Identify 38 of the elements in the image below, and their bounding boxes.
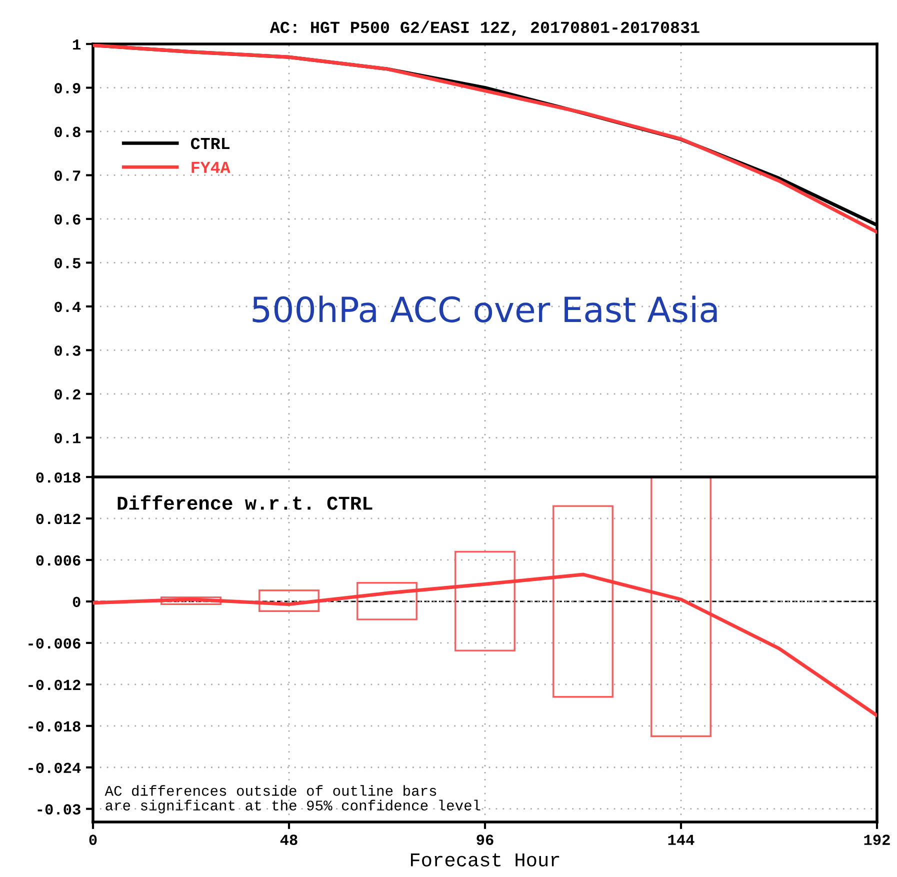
x-tick-label: 96 [476, 834, 494, 846]
y-tick-label: 0.006 [36, 555, 80, 566]
legend-label: FY4A [192, 162, 230, 173]
y-tick-label: -0.006 [28, 638, 80, 649]
y-tick-label: 0.5 [54, 258, 80, 268]
y-tick-label: 0.6 [54, 214, 80, 225]
y-tick-label: 0.012 [36, 514, 80, 524]
x-tick-label: 0 [89, 834, 97, 846]
bar [258, 590, 320, 612]
x-tick-label: 144 [668, 834, 694, 845]
y-tick-label: 1 [73, 39, 81, 50]
bar [552, 505, 614, 698]
y-tick-label: -0.012 [28, 680, 80, 690]
bar [454, 550, 516, 652]
y-tick-label: 0.9 [54, 83, 80, 94]
line-series [93, 572, 877, 718]
annotation: AC differences outside of outline bars are significant at the 95% confidence level [104, 785, 480, 814]
y-tick-label: -0.024 [28, 762, 81, 774]
x-tick-label: 48 [280, 834, 298, 846]
y-tick-label: 0.2 [54, 389, 80, 400]
x-axis-title: Forecast Hour [410, 853, 560, 866]
annotation: Difference w.r.t. CTRL [118, 495, 372, 510]
bar [356, 582, 418, 620]
y-tick-label: 0 [72, 596, 80, 608]
y-tick-label: 0.4 [54, 302, 81, 312]
bar [650, 477, 712, 738]
bar [160, 596, 222, 606]
y-tick-label: -0.03 [38, 804, 80, 815]
y-tick-label: 0.1 [54, 432, 81, 444]
annotation: 500hPa ACC over East Asia [252, 296, 717, 323]
y-tick-label: 0.8 [54, 126, 80, 138]
y-tick-label: 0.3 [54, 345, 80, 356]
legend-label: CTRL [191, 138, 230, 150]
y-tick-label: 0.018 [36, 472, 80, 483]
x-tick-label: 192 [864, 834, 890, 846]
y-tick-label: 0.7 [54, 170, 80, 181]
y-tick-label: -0.018 [28, 721, 80, 732]
chart-title: AC: HGT P500 G2/EASI 12Z, 20170801-20170831 [270, 20, 700, 36]
